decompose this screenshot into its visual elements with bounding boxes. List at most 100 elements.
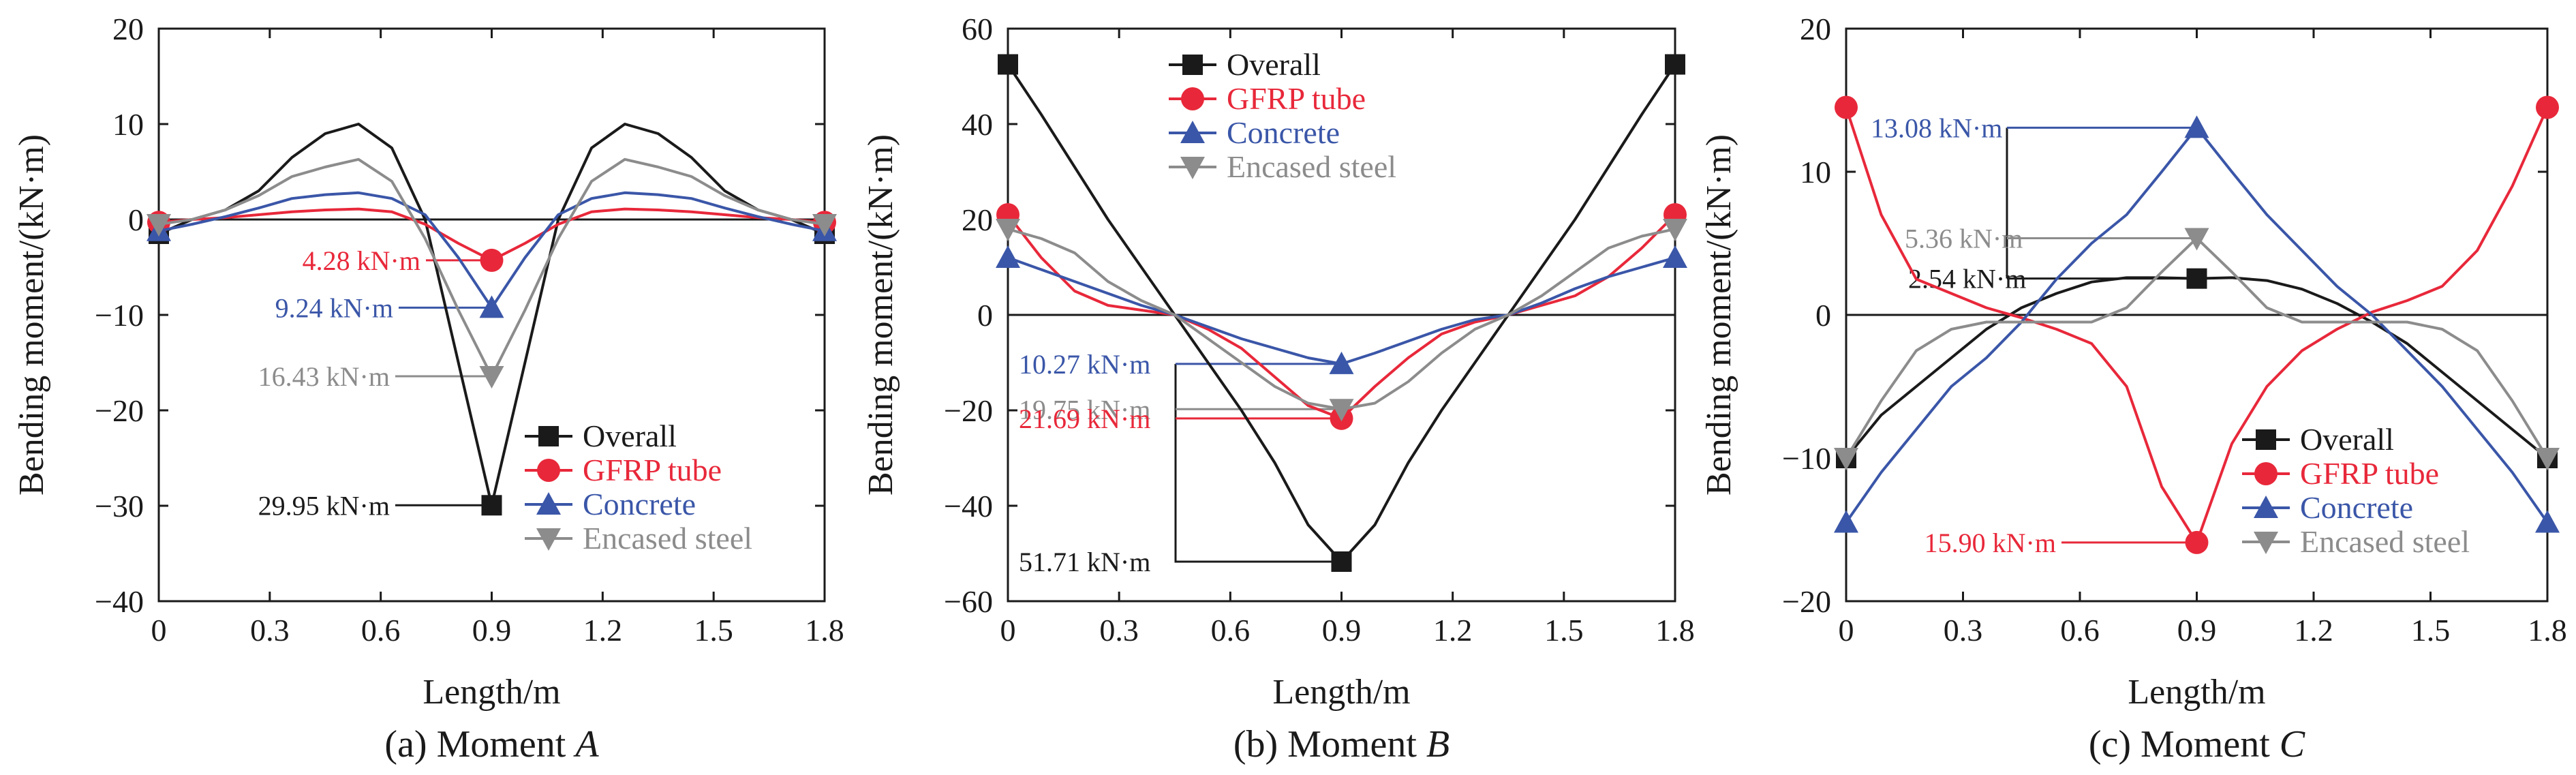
data-point-marker [2535, 510, 2560, 533]
legend-marker [2254, 532, 2278, 554]
subfigure-caption: (b) Moment B [1233, 723, 1450, 765]
series-encased-steel [147, 157, 837, 389]
data-point-marker [2184, 115, 2209, 138]
chart-a: 0 0.3 0.6 0.9 1.2 1.5 1.8 20 10 0 −10 −20 −30 −40 Leng… [12, 12, 844, 765]
data-point-marker [1835, 95, 1858, 119]
y-tick-label: −40 [95, 584, 144, 619]
series-gfrp-tube [1835, 95, 2559, 554]
x-tick-label: 0.6 [361, 613, 401, 648]
data-point-marker [998, 54, 1018, 75]
data-point-marker [2184, 228, 2209, 251]
annotation-label: 5.36 kN·m [1905, 223, 2023, 254]
x-tick-label: 1.8 [2528, 613, 2567, 648]
x-axis-label: Length/m [2128, 673, 2265, 712]
y-tick-label: 20 [962, 202, 993, 237]
x-tick-label: 0 [1839, 613, 1854, 648]
annotation-label: 19.75 kN·m [1019, 394, 1150, 425]
chart-b: 0 0.3 0.6 0.9 1.2 1.5 1.8 60 40 20 0 −20 −40 −60 Lengt… [861, 12, 1695, 765]
y-tick-label: 20 [1800, 12, 1831, 46]
legend-marker [2254, 496, 2278, 518]
data-point-marker [1331, 551, 1352, 572]
legend-marker [2254, 462, 2278, 485]
x-axis-label: Length/m [1272, 673, 1410, 712]
series-line [1007, 63, 1676, 563]
series-line [1845, 276, 2549, 459]
annotation-label: 51.71 kN·m [1019, 547, 1150, 577]
data-point-marker [1834, 510, 1858, 533]
x-tick-label: 1.2 [1433, 613, 1473, 648]
legend-entry: Concrete [2300, 490, 2413, 525]
annotation-label: 9.24 kN·m [275, 292, 393, 323]
annotation-label: 13.08 kN·m [1871, 112, 2002, 143]
x-tick-label: 0 [1000, 613, 1016, 648]
y-tick-label: 60 [962, 12, 993, 46]
series-encased-steel [996, 219, 1687, 422]
y-tick-label: −20 [95, 393, 144, 428]
legend-entry: Encased steel [2300, 524, 2470, 559]
series-concrete [1834, 115, 2560, 533]
y-tick-label: 10 [112, 107, 144, 142]
y-axis-label: Bending moment/(kN·m) [1700, 134, 1738, 496]
data-point-marker [147, 214, 171, 237]
y-tick-label: 0 [977, 298, 993, 333]
data-point-marker [480, 248, 504, 272]
annotation-label: 2.54 kN·m [1908, 264, 2026, 294]
x-tick-label: 1.5 [1544, 613, 1584, 648]
y-tick-label: −20 [944, 393, 993, 428]
series-line [1845, 126, 2549, 523]
data-point-marker [1663, 245, 1687, 268]
y-tick-label: −40 [944, 489, 993, 523]
data-point-marker [1665, 54, 1685, 75]
y-tick-label: −10 [95, 298, 144, 333]
x-tick-label: 1.8 [805, 613, 844, 648]
data-point-marker [1834, 448, 1858, 470]
y-tick-label: −20 [1782, 584, 1831, 619]
data-point-marker [481, 495, 502, 516]
legend-entry: Overall [2300, 422, 2394, 457]
subfigure-caption: (a) Moment A [384, 723, 599, 765]
y-tick-label: 0 [1815, 298, 1831, 333]
data-point-marker [2186, 268, 2207, 289]
x-tick-label: 0.6 [1211, 613, 1251, 648]
x-tick-label: 0.9 [2177, 613, 2217, 648]
x-tick-label: 1.5 [2411, 613, 2451, 648]
x-tick-label: 0.3 [1944, 613, 1983, 648]
y-tick-label: 10 [1800, 155, 1831, 189]
x-tick-label: 0.3 [250, 613, 290, 648]
data-point-marker [1329, 351, 1354, 374]
data-point-marker [2536, 95, 2559, 119]
annotation-label: 16.43 kN·m [258, 361, 390, 392]
annotation-bracket [1174, 363, 1342, 563]
annotation-label: 29.95 kN·m [258, 490, 390, 521]
legend-entry: GFRP tube [583, 453, 722, 487]
x-tick-label: 1.8 [1655, 613, 1695, 648]
legend-entry: Encased steel [1227, 149, 1396, 184]
x-tick-label: 1.2 [2294, 613, 2333, 648]
x-tick-label: 1.2 [583, 613, 623, 648]
y-tick-label: −30 [95, 489, 144, 523]
legend-marker [2256, 429, 2276, 450]
annotation-label: 21.69 kN·m [1019, 404, 1150, 434]
x-tick-label: 0.9 [472, 613, 512, 648]
legend-marker [1181, 87, 1204, 110]
data-point-marker [1663, 219, 1687, 241]
x-tick-label: 0 [151, 613, 167, 648]
series-line [1007, 228, 1676, 411]
x-tick-label: 0.6 [2060, 613, 2100, 648]
annotation-label: 15.90 kN·m [1925, 528, 2056, 558]
series-overall [149, 123, 835, 516]
y-tick-label: 20 [112, 12, 144, 46]
y-tick-label: −10 [1782, 441, 1831, 476]
legend-entry: Encased steel [583, 521, 752, 556]
chart-c: 0 0.3 0.6 0.9 1.2 1.5 1.8 20 10 0 −10 −20 Length/m Be… [1700, 12, 2567, 765]
x-tick-label: 0.3 [1099, 613, 1139, 648]
data-point-marker [2535, 448, 2560, 470]
legend-entry: Overall [1227, 47, 1321, 82]
x-axis-label: Length/m [423, 673, 560, 712]
data-point-marker [1329, 399, 1354, 422]
legend-marker [1180, 121, 1205, 143]
x-tick-label: 0.9 [1322, 613, 1362, 648]
